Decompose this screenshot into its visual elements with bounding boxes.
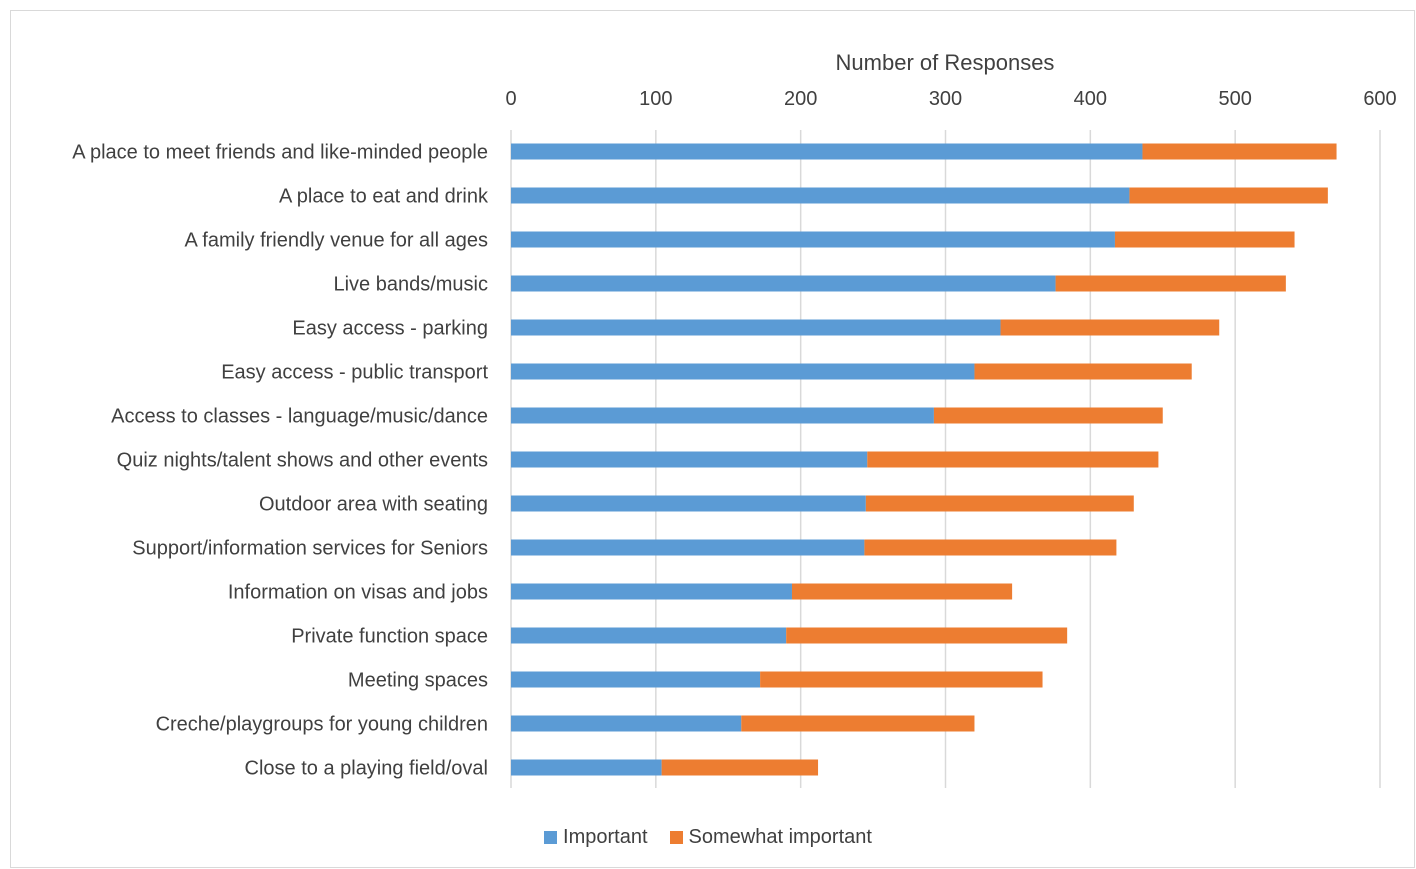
category-label: Live bands/music bbox=[333, 274, 488, 296]
bar-important bbox=[511, 231, 1115, 248]
bar-somewhat-important bbox=[867, 451, 1159, 468]
bar-important bbox=[511, 715, 742, 732]
category-label: Easy access - parking bbox=[292, 318, 488, 340]
x-tick-label: 200 bbox=[784, 88, 817, 110]
category-label: Outdoor area with seating bbox=[259, 494, 488, 516]
bar-somewhat-important bbox=[864, 539, 1117, 556]
legend-item-somewhat-important: Somewhat important bbox=[669, 826, 872, 849]
bar-somewhat-important bbox=[760, 671, 1043, 688]
x-axis-title: Number of Responses bbox=[836, 50, 1055, 75]
bar-somewhat-important bbox=[791, 583, 1013, 600]
category-label: Meeting spaces bbox=[348, 670, 488, 692]
category-label: Information on visas and jobs bbox=[228, 582, 488, 604]
x-tick-label: 400 bbox=[1074, 88, 1107, 110]
category-label: Creche/playgroups for young children bbox=[156, 714, 488, 736]
legend-swatch-somewhat-important bbox=[669, 831, 683, 844]
bar-somewhat-important bbox=[786, 627, 1068, 644]
bar-important bbox=[511, 627, 787, 644]
bar-important bbox=[511, 407, 934, 424]
bar-somewhat-important bbox=[974, 363, 1192, 380]
x-tick-label: 0 bbox=[505, 88, 516, 110]
chart-frame bbox=[10, 10, 1415, 868]
legend-label-important: Important bbox=[563, 826, 648, 848]
category-label: A family friendly venue for all ages bbox=[185, 230, 489, 252]
bar-important bbox=[511, 275, 1056, 292]
bars bbox=[511, 143, 1337, 776]
category-label: Access to classes - language/music/dance bbox=[111, 406, 488, 428]
bar-important bbox=[511, 539, 865, 556]
category-label: Easy access - public transport bbox=[221, 362, 488, 384]
bar-important bbox=[511, 583, 792, 600]
legend-item-important: Important bbox=[544, 826, 648, 849]
bar-somewhat-important bbox=[1129, 187, 1328, 204]
category-label: A place to meet friends and like-minded … bbox=[72, 142, 488, 164]
bar-somewhat-important bbox=[933, 407, 1163, 424]
x-tick-label: 300 bbox=[929, 88, 962, 110]
bar-somewhat-important bbox=[1055, 275, 1286, 292]
bar-important bbox=[511, 451, 868, 468]
legend-swatch-important bbox=[544, 831, 558, 844]
x-tick-labels: 0 100 200 300 400 500 600 bbox=[505, 88, 1396, 110]
bar-somewhat-important bbox=[1142, 143, 1337, 160]
category-label: Quiz nights/talent shows and other event… bbox=[117, 450, 488, 472]
bar-important bbox=[511, 363, 975, 380]
bar-somewhat-important bbox=[865, 495, 1134, 512]
category-label: Support/information services for Seniors bbox=[132, 538, 488, 560]
legend-label-somewhat-important: Somewhat important bbox=[688, 826, 872, 848]
category-labels: A place to meet friends and like-minded … bbox=[72, 142, 489, 780]
bar-somewhat-important bbox=[1000, 319, 1220, 336]
bar-important bbox=[511, 759, 662, 776]
bar-important bbox=[511, 187, 1130, 204]
bar-important bbox=[511, 319, 1001, 336]
x-tick-label: 100 bbox=[639, 88, 672, 110]
legend: Important Somewhat important bbox=[0, 826, 1416, 849]
bar-important bbox=[511, 671, 761, 688]
bar-important bbox=[511, 495, 866, 512]
x-tick-label: 600 bbox=[1363, 88, 1396, 110]
category-label: Private function space bbox=[291, 626, 488, 648]
bar-somewhat-important bbox=[1114, 231, 1295, 248]
bar-somewhat-important bbox=[741, 715, 975, 732]
category-label: Close to a playing field/oval bbox=[245, 758, 488, 780]
bar-somewhat-important bbox=[661, 759, 819, 776]
x-tick-label: 500 bbox=[1218, 88, 1251, 110]
bar-important bbox=[511, 143, 1143, 160]
category-label: A place to eat and drink bbox=[279, 186, 489, 208]
